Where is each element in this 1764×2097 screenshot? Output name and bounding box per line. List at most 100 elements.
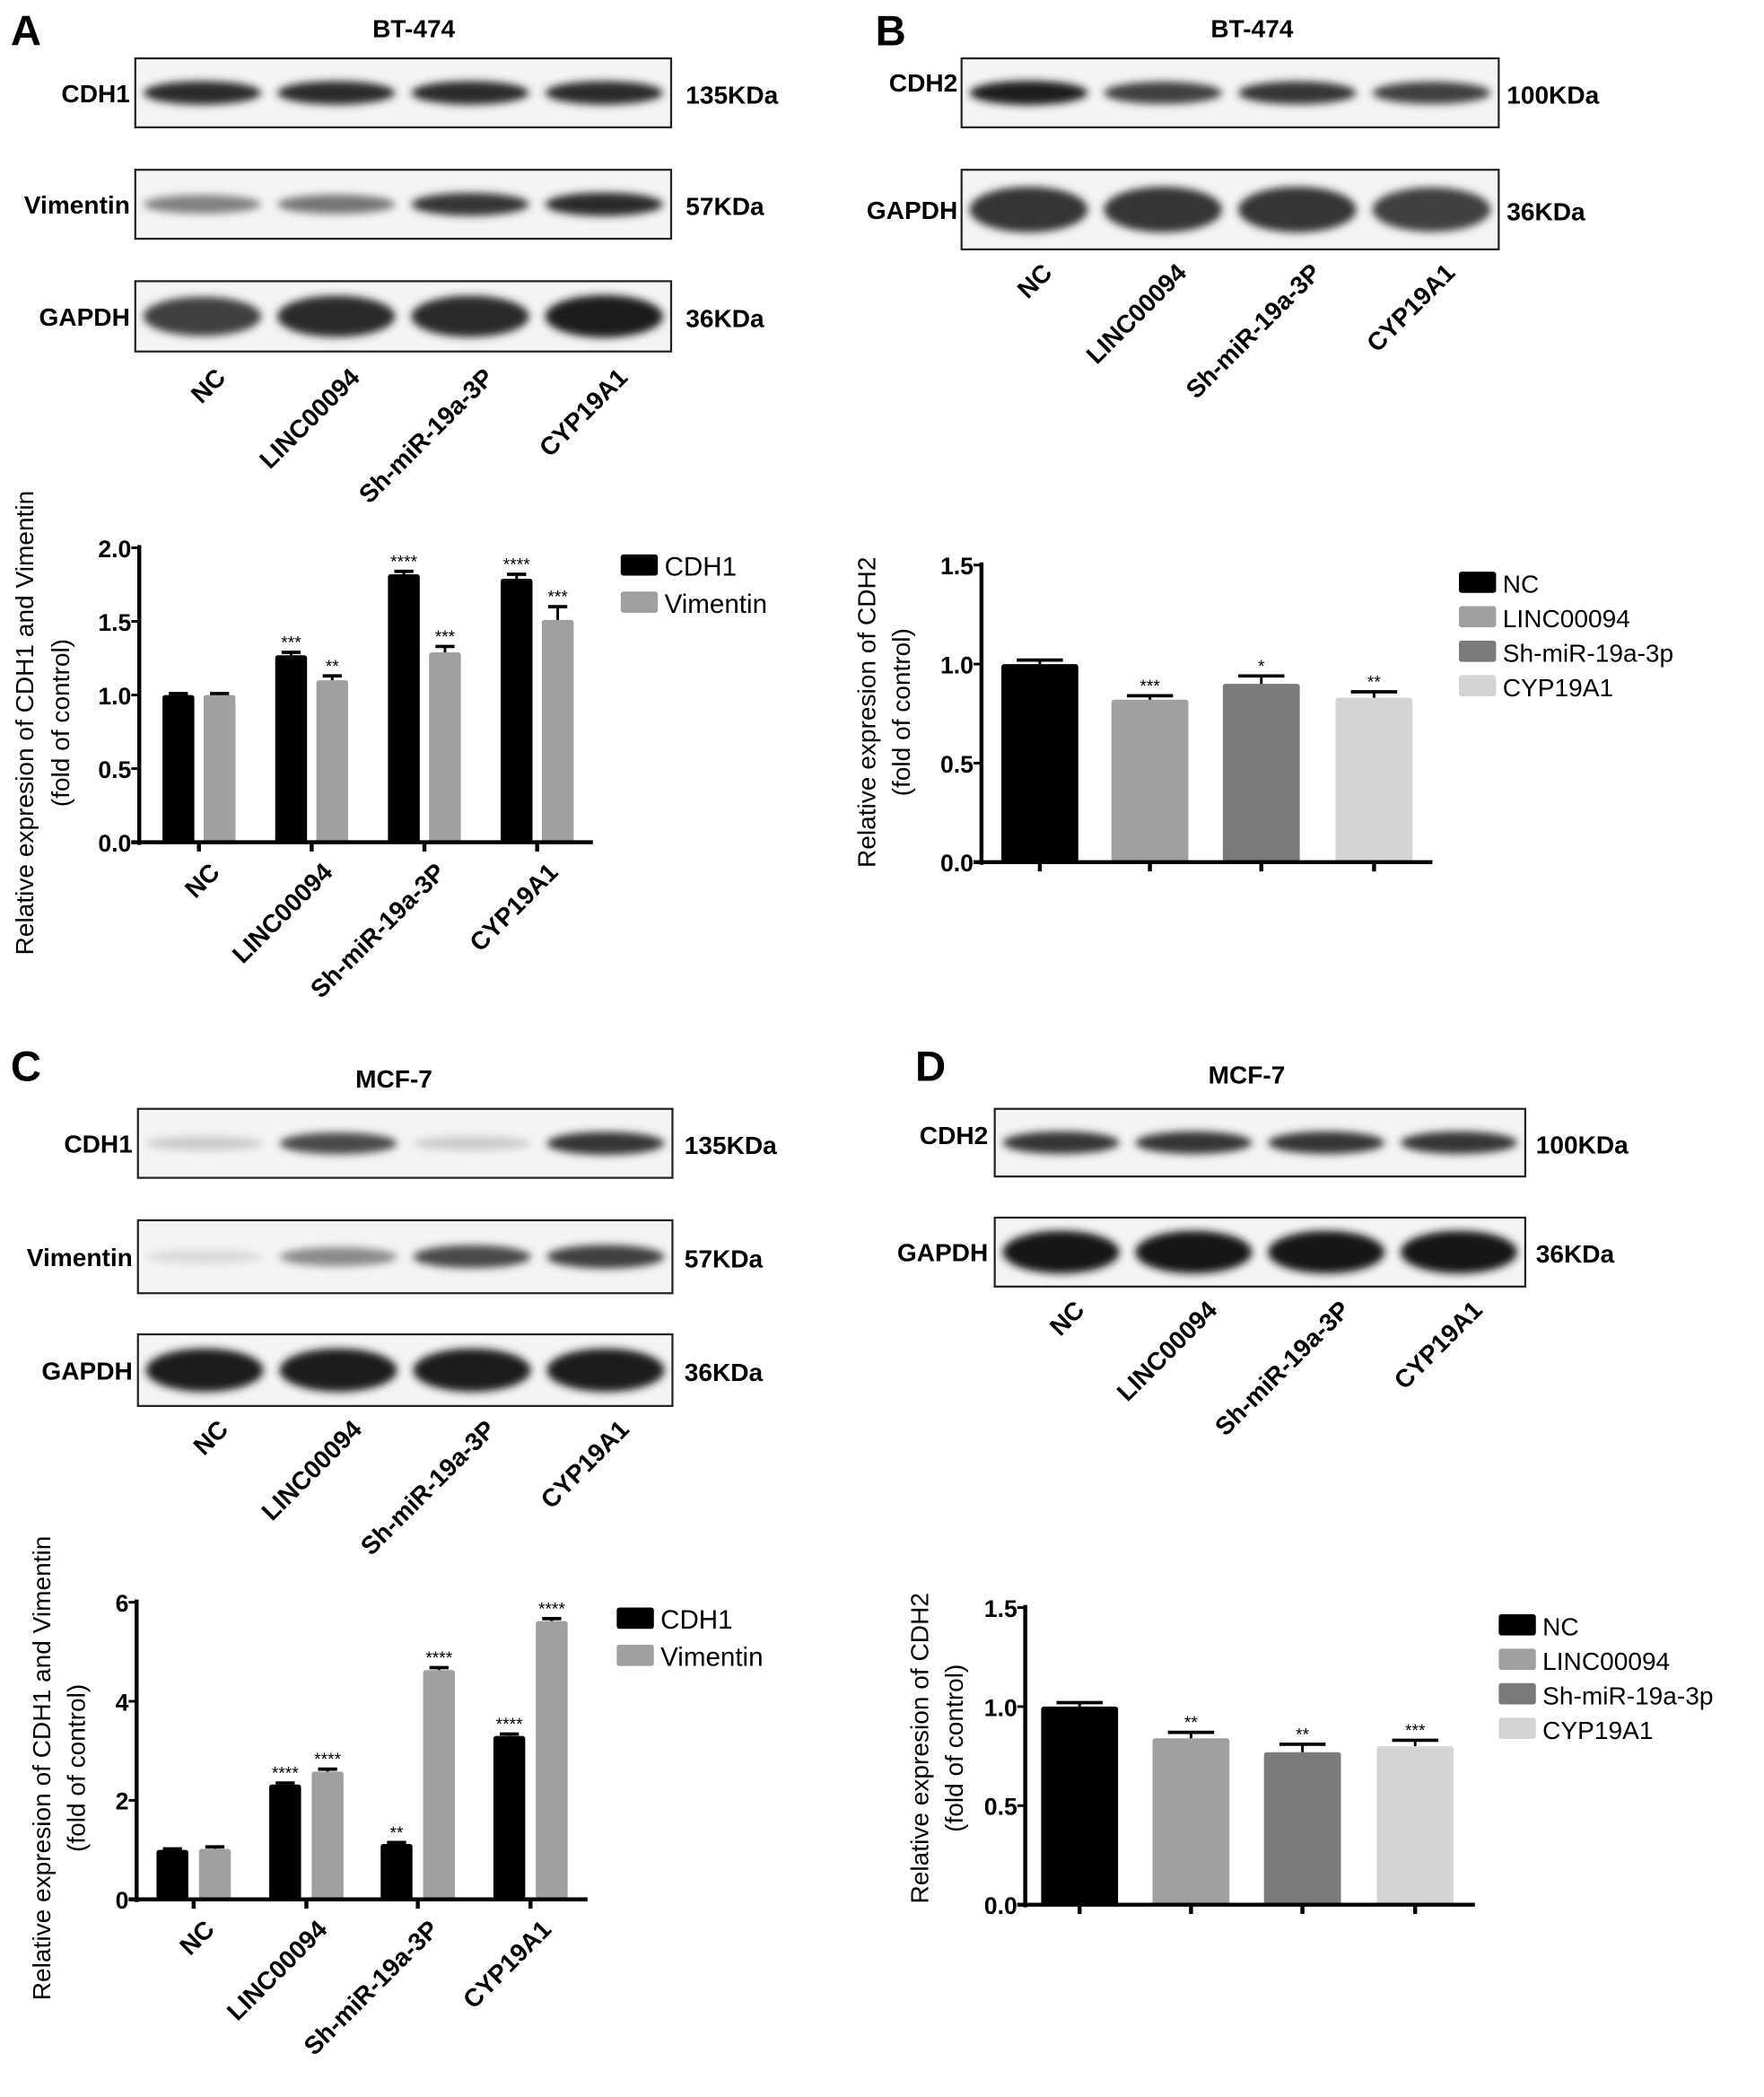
- blot-gapdh: GAPDH 36KDa: [897, 1216, 1615, 1288]
- protein-band: [545, 294, 664, 338]
- bar: [493, 1735, 526, 1900]
- legend-label: CYP19A1: [1503, 674, 1613, 702]
- bar: [1001, 664, 1078, 862]
- molecular-weight-label: 100KDa: [1536, 1131, 1629, 1158]
- protein-band: [546, 1132, 665, 1155]
- y-axis-label: Relative expresion of CDH2: [853, 557, 881, 868]
- cell-line-title: MCF-7: [1209, 1062, 1286, 1089]
- protein-band: [277, 194, 396, 214]
- legend-swatch: [616, 1607, 654, 1630]
- blot-gapdh: GAPDH 36KDa: [39, 280, 764, 353]
- significance-marker: ***: [1140, 677, 1160, 696]
- molecular-weight-label: 57KDa: [686, 192, 764, 220]
- lane-label: CYP19A1: [536, 1415, 634, 1514]
- protein-band: [545, 81, 664, 105]
- legend-swatch: [1459, 675, 1497, 697]
- molecular-weight-label: 135KDa: [685, 1132, 777, 1159]
- y-axis-label: Relative expresion of CDH2: [906, 1593, 934, 1903]
- protein-band: [145, 1348, 264, 1393]
- legend-swatch: [1498, 1648, 1536, 1671]
- significance-marker: ****: [425, 1649, 452, 1668]
- blot-vimentin: Vimentin 57KDa: [27, 1219, 764, 1295]
- protein-label: CDH1: [64, 1131, 132, 1158]
- molecular-weight-label: 36KDa: [1536, 1240, 1615, 1268]
- protein-band: [546, 1348, 665, 1393]
- bar: [162, 695, 195, 843]
- legend-swatch: [1498, 1717, 1536, 1739]
- y-tick-label: 1.0: [98, 683, 131, 710]
- y-tick-label: 4: [116, 1689, 129, 1716]
- legend-label: CDH1: [660, 1605, 732, 1635]
- panel-a: A BT-474 CDH1 135KDa Vimentin 57KDa GAPDH 36KDa…: [11, 7, 779, 508]
- lane-label: CYP19A1: [1361, 258, 1460, 357]
- protein-band: [279, 1246, 397, 1267]
- legend-label: NC: [1503, 571, 1540, 599]
- x-tick-label: LINC00094: [227, 858, 338, 969]
- protein-band: [411, 192, 529, 216]
- legend-label: LINC00094: [1503, 605, 1630, 633]
- molecular-weight-label: 135KDa: [686, 81, 778, 109]
- lane-label: LINC00094: [1081, 258, 1192, 370]
- panel-b: B BT-474 CDH2 100KDa GAPDH 36KDa NC LINC00094Sh…: [867, 7, 1600, 404]
- lane-label: LINC00094: [1112, 1296, 1223, 1407]
- blot-gapdh: GAPDH 36KDa: [867, 169, 1585, 251]
- x-tick-label: LINC00094: [222, 1915, 333, 2026]
- bar: [429, 651, 461, 843]
- panel-d: D MCF-7 CDH2 100KDa GAPDH 36KDa NC LINC00094Sh-…: [897, 1044, 1629, 1441]
- molecular-weight-label: 57KDa: [685, 1245, 764, 1272]
- protein-label: CDH2: [889, 69, 957, 97]
- y-tick-label: 6: [116, 1590, 129, 1617]
- bar: [501, 578, 533, 843]
- lane-label: LINC00094: [257, 1415, 368, 1526]
- y-axis-label: (fold of control): [47, 639, 74, 807]
- molecular-weight-label: 100KDa: [1506, 81, 1599, 109]
- x-tick-label: CYP19A1: [464, 858, 563, 957]
- panel-letter: C: [11, 1044, 41, 1091]
- panel-c: C MCF-7 CDH1 135KDa Vimentin 57KDa GAPDH 36KDa N…: [11, 1044, 777, 1560]
- blot-cdh1: CDH1 135KDa: [64, 1107, 777, 1179]
- cell-line-title: MCF-7: [355, 1065, 432, 1093]
- legend-label: Vimentin: [660, 1643, 763, 1673]
- protein-band: [969, 187, 1088, 232]
- protein-label: GAPDH: [867, 197, 957, 224]
- protein-label: CDH2: [920, 1122, 988, 1149]
- bar: [1222, 684, 1300, 862]
- protein-band: [969, 80, 1088, 105]
- legend-swatch: [620, 591, 659, 613]
- legend-swatch: [1459, 572, 1497, 593]
- protein-band: [1268, 1230, 1385, 1274]
- y-tick-label: 2: [116, 1788, 129, 1815]
- legend-swatch: [616, 1644, 654, 1666]
- bar: [380, 1843, 413, 1900]
- protein-label: GAPDH: [39, 303, 129, 331]
- protein-band: [411, 81, 529, 105]
- protein-band: [1372, 187, 1491, 232]
- lane-label: Sh-miR-19a-3P: [354, 363, 499, 509]
- bar: [1152, 1738, 1230, 1905]
- significance-marker: ***: [1405, 1722, 1426, 1741]
- bar: [316, 680, 349, 843]
- protein-band: [145, 1136, 264, 1151]
- protein-band: [145, 1249, 264, 1264]
- significance-marker: **: [1367, 674, 1381, 693]
- cell-line-title: BT-474: [372, 14, 455, 42]
- protein-band: [1400, 1230, 1518, 1274]
- y-axis-label: Relative expresion of CDH1 and Vimentin: [11, 491, 39, 956]
- y-tick-label: 1.5: [98, 609, 131, 636]
- bar: [1041, 1706, 1119, 1905]
- y-tick-label: 0.0: [984, 1892, 1017, 1919]
- blot-cdh2: CDH2 100KDa: [920, 1107, 1629, 1178]
- x-tick-label: CYP19A1: [458, 1915, 556, 2014]
- chart-a: Relative expresion of CDH1 and Vimentin (…: [11, 491, 767, 1003]
- significance-marker: ***: [435, 628, 456, 647]
- significance-marker: ****: [390, 553, 417, 572]
- y-tick-label: 0.0: [940, 850, 974, 877]
- protein-band: [277, 295, 396, 337]
- protein-label: Vimentin: [27, 1244, 133, 1271]
- y-tick-label: 1.0: [984, 1694, 1017, 1721]
- lane-label: NC: [1012, 258, 1058, 304]
- bar: [1111, 699, 1189, 862]
- protein-band: [545, 192, 664, 216]
- protein-band: [143, 81, 262, 105]
